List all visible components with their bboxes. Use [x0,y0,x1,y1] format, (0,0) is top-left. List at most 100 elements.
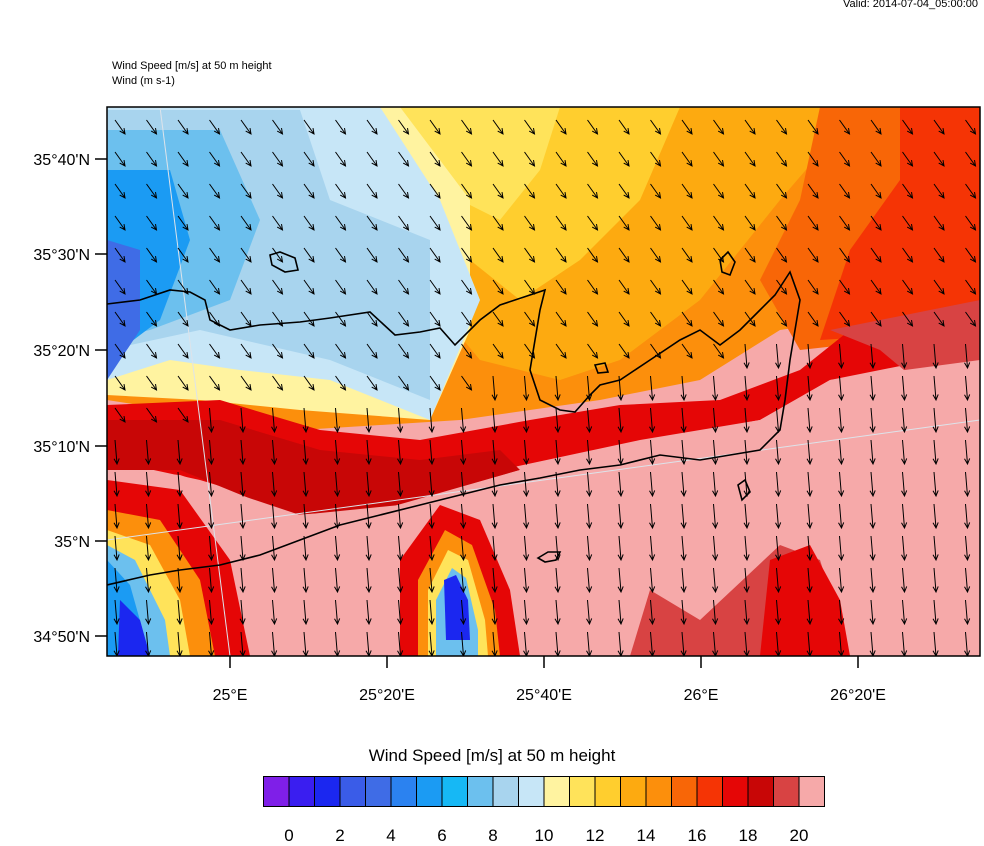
wind-arrow [869,631,876,656]
wind-arrow [302,439,309,466]
wind-arrow [239,599,246,626]
wind-arrow [712,503,719,530]
wind-arrow [113,535,120,562]
wind-arrow [492,311,504,327]
wind-arrow [617,439,624,466]
wind-arrow [146,119,158,135]
wind-arrow [239,407,246,434]
wind-arrow [145,599,152,626]
wind-arrow [902,215,914,231]
wind-arrow [807,183,819,199]
wind-arrow [114,311,126,327]
wind-arrow [335,215,347,231]
wind-arrow [429,119,441,135]
wind-arrow [713,343,725,359]
wind-arrow [650,183,662,199]
wind-arrow [113,439,120,466]
wind-arrow [743,631,750,656]
wind-arrow [146,279,158,295]
colorbar-swatch [263,776,290,807]
wind-arrow [617,471,624,498]
wind-arrow [461,247,473,263]
wind-arrow [146,311,158,327]
wind-arrow [365,599,372,626]
wind-arrow [587,247,599,263]
wind-arrow [398,279,410,295]
wind-arrow [523,567,530,594]
coastline [107,250,801,586]
wind-arrow [491,503,498,530]
wind-arrow [397,567,404,594]
wind-arrow [398,183,410,199]
colorbar-tick-label: 6 [437,826,447,845]
wind-arrow [176,599,183,626]
wind-arrow [492,343,504,359]
wind-arrow [460,599,467,626]
wind-arrow [240,279,252,295]
wind-arrow [933,311,945,327]
wind-arrow [964,535,971,562]
wind-arrow [145,631,152,656]
wind-arrow [366,151,378,167]
wind-arrow [554,439,561,466]
wind-arrow [113,503,120,530]
wind-arrow [902,119,914,135]
wind-arrow [523,535,530,562]
wind-arrow [334,503,341,530]
wind-arrow [334,599,341,626]
wind-arrow [776,247,788,263]
wind-arrow [209,279,221,295]
colorbar-swatch [288,776,315,807]
colorbar-swatch [569,776,596,807]
wind-arrow [586,535,593,562]
wind-arrow [491,375,498,402]
lat-label-34-50: 34°50'N [33,629,90,646]
wind-arrow [649,631,656,656]
wind-arrow [869,599,876,626]
wind-arrow [114,183,126,199]
wind-arrow [209,119,221,135]
wind-arrow [523,471,530,498]
wind-arrow [114,119,126,135]
wind-arrow [114,215,126,231]
wind-arrow [335,183,347,199]
wind-arrow [870,215,882,231]
wind-arrow [145,535,152,562]
wind-arrow [335,247,347,263]
wind-arrow [428,439,435,466]
wind-arrow [240,119,252,135]
wind-arrow [114,407,126,423]
wind-arrow [617,631,624,656]
wind-arrow [365,471,372,498]
wind-arrow [932,567,939,594]
colorbar-swatch [543,776,570,807]
wind-arrow [838,439,845,466]
wind-arrow [681,247,693,263]
wind-arrow [491,471,498,498]
wind-arrow [335,311,347,327]
wind-arrow [712,471,719,498]
wind-arrow [901,439,908,466]
wind-arrow [712,599,719,626]
wind-arrow [554,471,561,498]
wind-arrow [271,439,278,466]
lon-label-25-40: 25°40'E [516,687,572,704]
wind-arrow [587,183,599,199]
wind-arrow [334,407,341,434]
wind-arrow [271,535,278,562]
wind-arrow [776,151,788,167]
wind-arrow [334,631,341,656]
wind-arrow [775,567,782,594]
wind-arrow [303,151,315,167]
wind-arrow [554,503,561,530]
wind-arrow [743,375,750,402]
wind-arrow [113,631,120,656]
wind-arrow [680,567,687,594]
wind-arrow [554,631,561,656]
wind-arrow [901,375,908,402]
wind-arrow [460,407,467,434]
wind-arrow [429,215,441,231]
wind-arrow [240,183,252,199]
wind-arrow [271,631,278,656]
wind-arrow [681,343,693,359]
